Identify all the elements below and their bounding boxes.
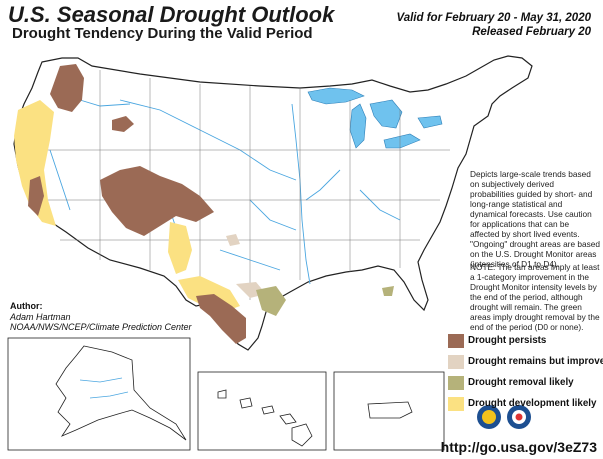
- author-label: Author:: [10, 301, 43, 311]
- map-subtitle: Drought Tendency During the Valid Period: [12, 25, 313, 42]
- legend-item-development: Drought development likely: [448, 393, 600, 414]
- removal-swatch: [448, 375, 464, 390]
- legend-item-removal: Drought removal likely: [448, 372, 600, 393]
- legend: Drought persists Drought remains but imp…: [448, 330, 603, 414]
- legend-item-improves: Drought remains but improves: [448, 351, 603, 372]
- puerto-rico-outline: [367, 401, 413, 419]
- legend-item-persists: Drought persists: [448, 330, 600, 351]
- alaska-outline: [55, 345, 187, 441]
- valid-period: Valid for February 20 - May 31, 2020 Rel…: [396, 11, 591, 39]
- persists-swatch: [448, 333, 464, 348]
- description-note: Depicts large-scale trends based on subj…: [470, 169, 600, 269]
- author-org: NOAA/NWS/NCEP/Climate Prediction Center: [10, 322, 192, 332]
- conus-outline: [13, 55, 533, 351]
- released-line: Released February 20: [472, 26, 591, 38]
- map-title: U.S. Seasonal Drought Outlook: [8, 2, 335, 27]
- improves-swatch: [448, 354, 464, 369]
- valid-line: Valid for February 20 - May 31, 2020: [396, 12, 591, 24]
- author-name: Adam Hartman: [10, 311, 71, 322]
- tan-green-note: NOTE: The tan areas imply at least a 1-c…: [470, 262, 600, 332]
- outlook-url-link[interactable]: http://go.usa.gov/3eZ73: [440, 439, 597, 455]
- legend-label: Drought persists: [468, 335, 547, 346]
- legend-label: Drought remains but improves: [468, 356, 603, 367]
- alaska-rivers: [79, 377, 129, 399]
- great-lakes: [307, 87, 443, 149]
- state-borders: [20, 70, 450, 300]
- hawaii-islands: [217, 389, 313, 447]
- legend-label: Drought removal likely: [468, 377, 574, 388]
- author-block: Author: Adam Hartman NOAA/NWS/NCEP/Clima…: [10, 301, 192, 333]
- persist-areas: [28, 64, 276, 344]
- legend-label: Drought development likely: [468, 398, 597, 409]
- removal-areas: [256, 286, 394, 316]
- development-swatch: [448, 396, 464, 411]
